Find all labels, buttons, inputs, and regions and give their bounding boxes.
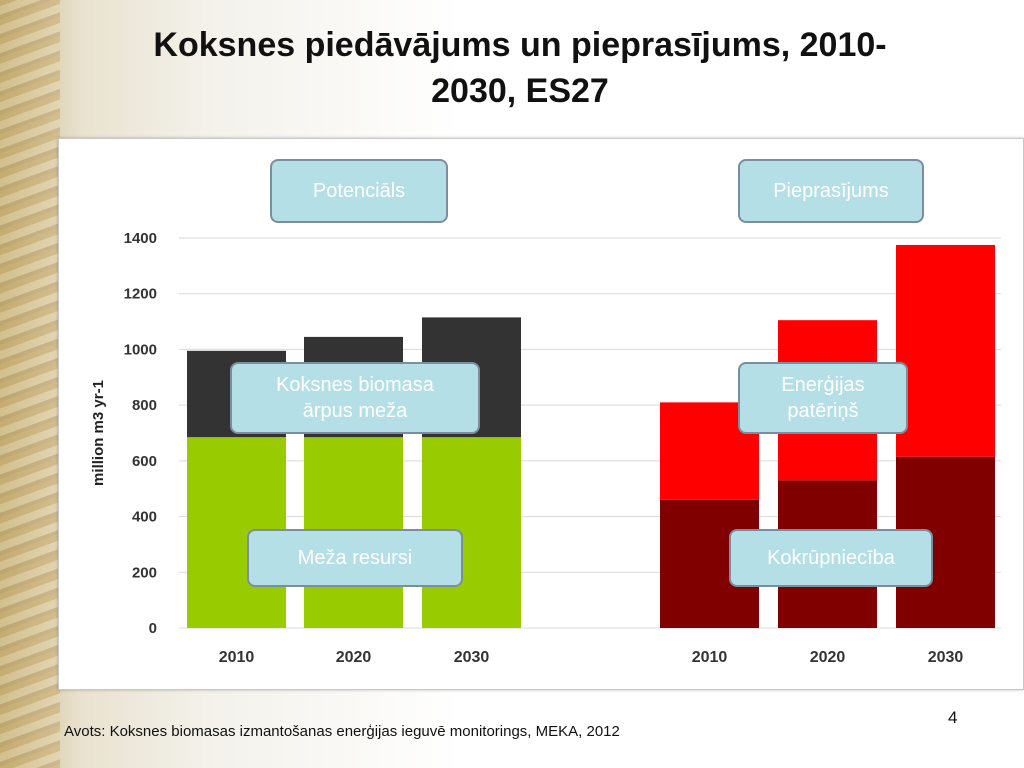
x-tick-label: 2030 [454, 649, 490, 666]
y-tick-label: 0 [149, 620, 157, 637]
callout-forest-resources: Meža resursi [247, 529, 463, 587]
y-tick-label: 1400 [124, 230, 157, 247]
y-tick-label: 800 [132, 397, 157, 414]
y-tick-label: 1000 [124, 341, 157, 358]
y-tick-label: 400 [132, 509, 157, 526]
bar-energy-consumption [896, 244, 995, 457]
source-note: Avots: Koksnes biomasas izmantošanas ene… [64, 723, 620, 740]
callout-potential: Potenciāls [270, 159, 448, 223]
y-tick-label: 200 [132, 564, 157, 581]
chart-panel: 0 200 400 600 800 1000 1200 1400 million m3 yr-1… [58, 138, 1024, 690]
y-axis-label: million m3 yr-1 [90, 380, 107, 486]
callout-wood-industry: Kokrūpniecība [729, 529, 933, 587]
callout-energy-consumption: Enerģijas patēriņš [738, 362, 908, 434]
callout-biomass-outside-forest: Koksnes biomasa ārpus meža [230, 362, 480, 434]
x-tick-label: 2020 [336, 649, 372, 666]
x-tick-label: 2030 [928, 649, 964, 666]
wheat-decoration [0, 0, 60, 768]
page-number: 4 [948, 708, 958, 727]
x-tick-label: 2010 [692, 649, 728, 666]
slide-title: Koksnes piedāvājums un pieprasījums, 201… [153, 26, 887, 110]
bar-chart: 0 200 400 600 800 1000 1200 1400 million m3 yr-1… [90, 230, 1001, 666]
callout-demand: Pieprasījums [738, 159, 924, 223]
y-tick-label: 600 [132, 453, 157, 470]
x-tick-label: 2020 [810, 649, 846, 666]
x-tick-label: 2010 [219, 649, 255, 666]
y-tick-label: 1200 [124, 286, 157, 303]
